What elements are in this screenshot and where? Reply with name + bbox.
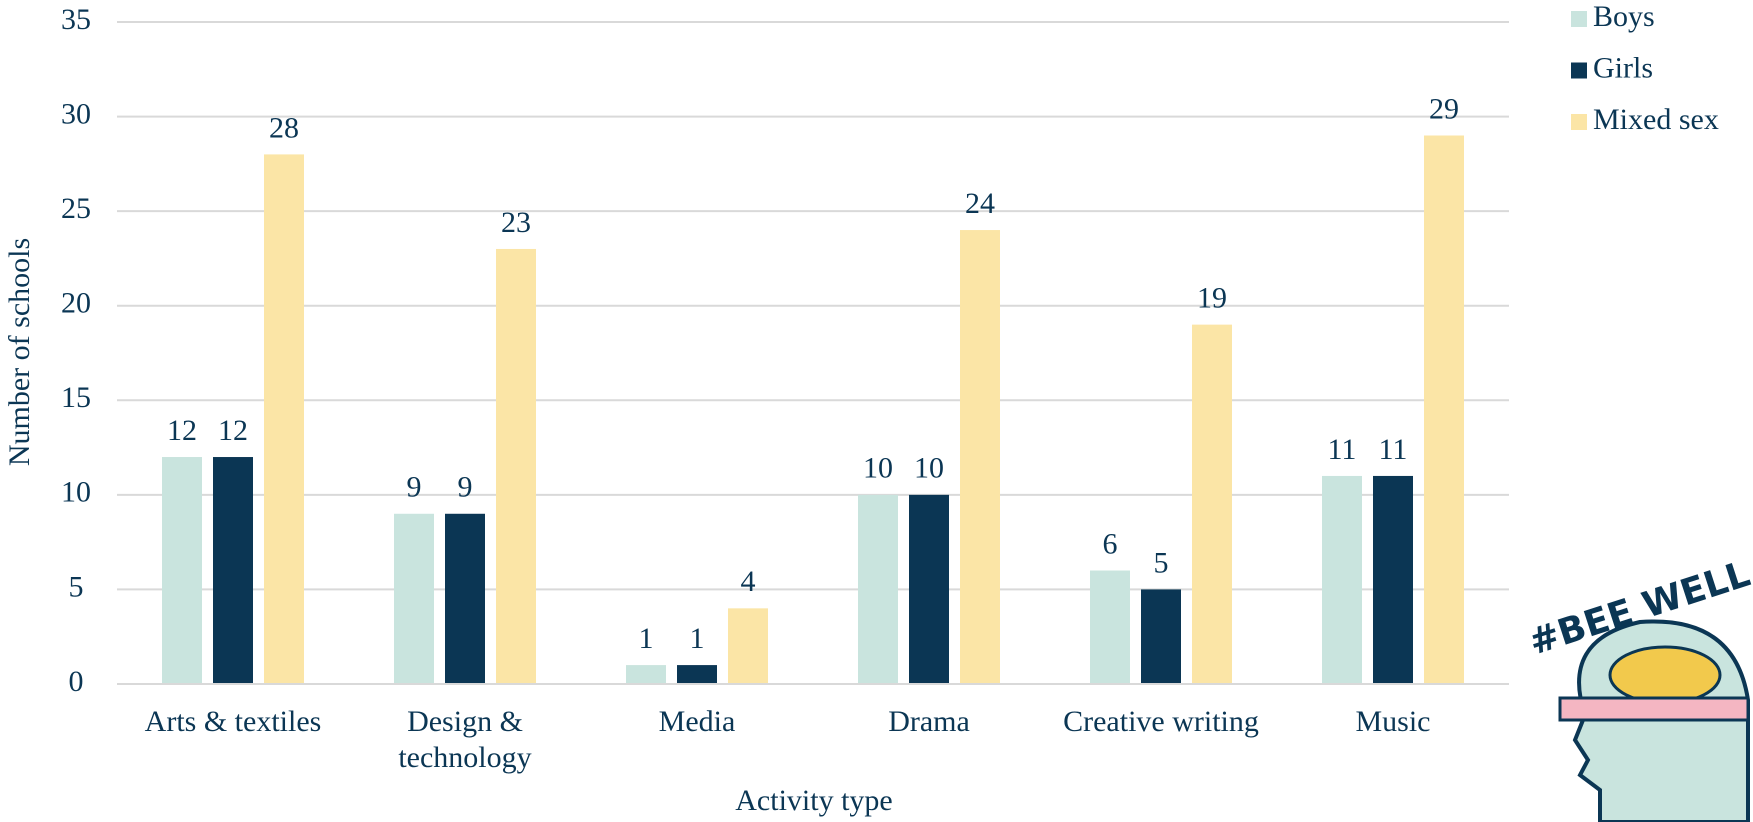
bar — [960, 230, 1000, 685]
data-label: 19 — [1197, 282, 1227, 315]
x-tick-label: Media — [658, 705, 736, 738]
data-label: 5 — [1154, 546, 1169, 579]
legend-label: Girls — [1593, 51, 1653, 84]
y-tick-label: 15 — [61, 381, 91, 414]
bar — [626, 665, 666, 684]
x-tick-label: Design & technology — [398, 705, 532, 774]
bar — [162, 457, 202, 684]
bar — [445, 513, 485, 684]
data-label: 6 — [1103, 527, 1118, 560]
y-tick-label: 25 — [61, 192, 91, 225]
data-label: 28 — [269, 111, 299, 144]
bar — [1322, 475, 1362, 684]
x-tick-label: Creative writing — [1063, 705, 1259, 738]
x-tick-label: Music — [1355, 705, 1431, 738]
data-label: 11 — [1379, 433, 1408, 466]
x-tick-label: Drama — [888, 705, 970, 738]
bar — [858, 494, 898, 684]
y-tick-label: 20 — [61, 287, 91, 320]
y-tick-label: 30 — [61, 97, 91, 130]
data-label: 1 — [690, 622, 705, 655]
bar — [909, 494, 949, 684]
logo-brain — [1608, 645, 1722, 705]
legend-swatch — [1571, 62, 1587, 79]
data-label: 29 — [1429, 92, 1459, 125]
y-axis-label: Number of schools — [3, 238, 36, 466]
bar — [496, 248, 536, 684]
y-tick-label: 10 — [61, 476, 91, 509]
y-tick-label: 35 — [61, 3, 91, 36]
legend-label: Mixed sex — [1593, 103, 1719, 136]
bar — [1141, 589, 1181, 684]
x-axis-label: Activity type — [735, 784, 892, 817]
data-label: 9 — [407, 471, 422, 504]
data-label: 10 — [914, 452, 944, 485]
y-tick-label: 0 — [69, 665, 84, 698]
data-label: 12 — [218, 414, 248, 447]
data-label: 9 — [458, 471, 473, 504]
data-label: 1 — [639, 622, 654, 655]
data-label: 4 — [741, 565, 756, 598]
bar — [1424, 135, 1464, 684]
x-tick-label: Arts & textiles — [144, 705, 322, 738]
legend-swatch — [1571, 11, 1587, 27]
bar — [213, 457, 253, 684]
bar — [1192, 324, 1232, 684]
bar — [677, 665, 717, 684]
data-label: 24 — [965, 187, 995, 220]
bar — [1090, 570, 1130, 684]
legend-label: Boys — [1593, 0, 1655, 33]
data-label: 23 — [501, 206, 531, 239]
bar — [1373, 475, 1413, 684]
data-label: 12 — [167, 414, 197, 447]
data-label: 11 — [1328, 433, 1357, 466]
bar — [394, 513, 434, 684]
logo: #BEE WELL — [1524, 554, 1753, 822]
bar — [728, 608, 768, 684]
y-tick-label: 5 — [69, 570, 84, 603]
logo-band — [1558, 696, 1750, 722]
legend-swatch — [1571, 114, 1587, 130]
bar — [264, 154, 304, 684]
data-label: 10 — [863, 452, 893, 485]
